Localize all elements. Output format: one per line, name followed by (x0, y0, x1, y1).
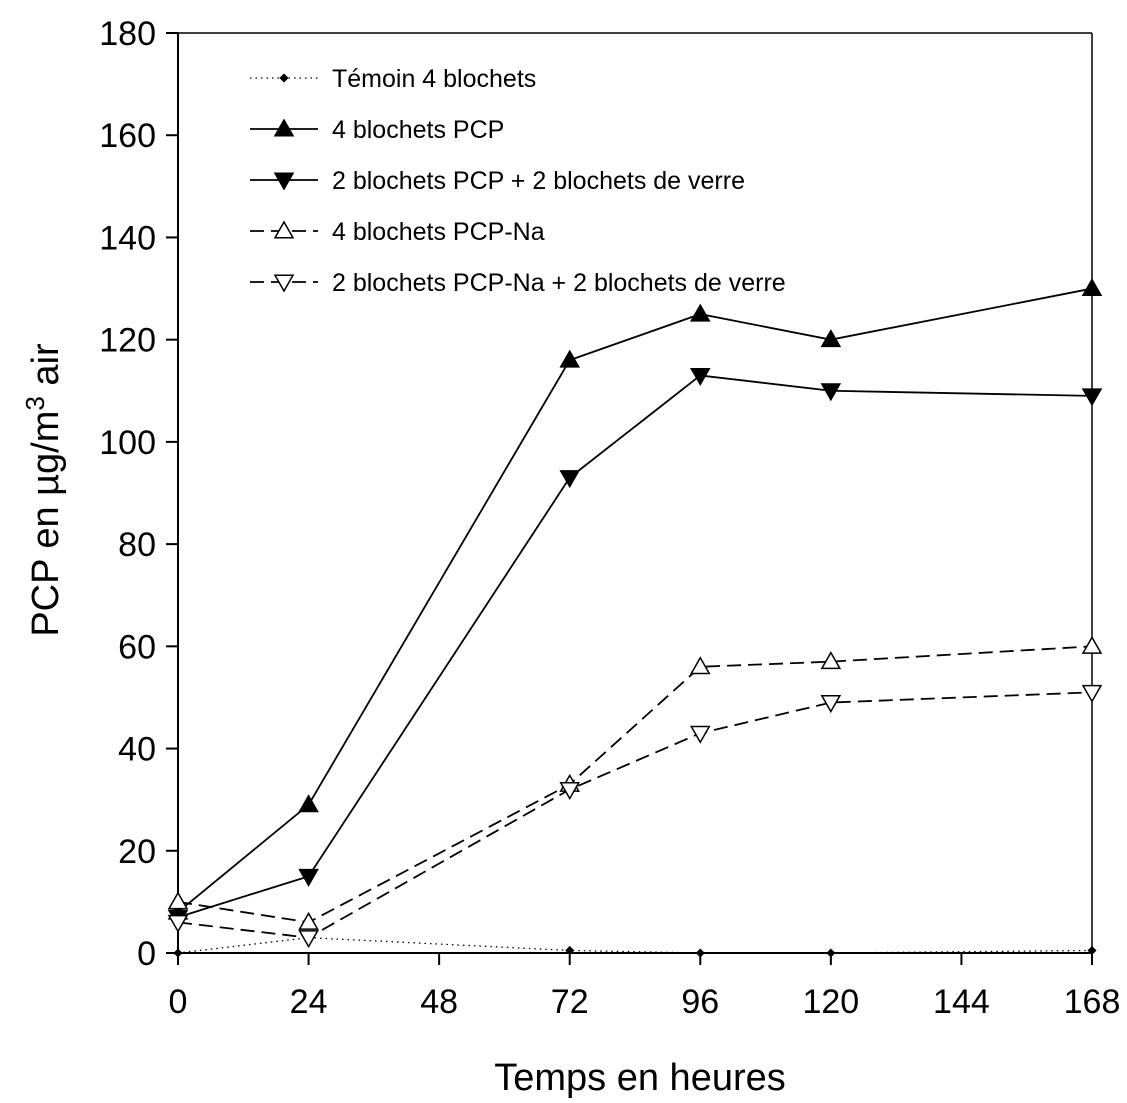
data-point (298, 911, 319, 930)
y-tick-label: 160 (99, 117, 156, 155)
legend-label: 2 blochets PCP + 2 blochets de verre (332, 167, 745, 195)
legend-marker (279, 73, 289, 83)
series-line (177, 374, 1093, 919)
data-point (820, 383, 842, 402)
data-point (1081, 278, 1103, 297)
data-point (695, 948, 705, 958)
x-tick-label: 144 (933, 983, 990, 1021)
data-point (1081, 635, 1103, 654)
legend-marker (273, 220, 295, 239)
legend-item: 4 blochets PCP-Na (250, 218, 545, 246)
series-5 (167, 684, 1103, 949)
y-axis-title: PCP en µg/m3 air (20, 343, 67, 637)
y-tick-label: 20 (118, 833, 156, 871)
data-point (298, 794, 319, 813)
ticks: 0 20 40 60 80 100 120 140 160 180 0 24 48 72 96 120 144 1… (99, 15, 1120, 1021)
x-tick-label: 48 (420, 983, 458, 1021)
y-tick-label: 60 (118, 628, 156, 666)
legend-label: 2 blochets PCP-Na + 2 blochets de verre (332, 269, 786, 297)
data-point (689, 725, 711, 744)
legend: Témoin 4 blochets 4 blochets PCP 2 blochet… (250, 65, 786, 297)
y-tick-label: 140 (99, 219, 156, 257)
legend-label: Témoin 4 blochets (332, 65, 536, 93)
data-point (820, 695, 842, 714)
axes (177, 32, 1093, 954)
data-point (1081, 388, 1103, 407)
legend-item: Témoin 4 blochets (250, 65, 536, 93)
data-point (173, 948, 183, 958)
y-tick-label: 40 (118, 731, 156, 769)
data-point (1087, 945, 1097, 956)
series-4 (167, 635, 1103, 930)
data-point (689, 656, 711, 675)
y-axis-title-superscript: 3 (20, 396, 50, 410)
x-tick-label: 24 (290, 983, 328, 1021)
legend-marker (273, 118, 295, 137)
series-line (177, 645, 1093, 924)
y-axis-title-suffix: air (25, 343, 67, 396)
legend-item: 4 blochets PCP (250, 116, 504, 144)
series-line (177, 937, 1093, 954)
data-point (298, 930, 319, 949)
y-tick-label: 180 (99, 15, 156, 53)
y-axis-title-main: PCP en µg/m (25, 411, 67, 637)
data-point (167, 914, 189, 933)
y-tick-label: 80 (118, 526, 156, 564)
data-point (1081, 684, 1103, 703)
legend-item: 2 blochets PCP + 2 blochets de verre (250, 167, 745, 195)
series-line (177, 691, 1093, 939)
series-2 (167, 278, 1103, 920)
x-tick-label: 168 (1064, 983, 1121, 1021)
series-layer (167, 278, 1103, 958)
x-tick-label: 0 (169, 983, 188, 1021)
y-tick-label: 100 (99, 424, 156, 462)
data-point (820, 329, 842, 348)
y-tick-label: 120 (99, 322, 156, 360)
data-point (298, 868, 319, 887)
data-point (826, 948, 836, 958)
y-tick-label: 0 (137, 935, 156, 973)
x-axis-title: Temps en heures (494, 1057, 786, 1099)
data-point (689, 303, 711, 322)
data-point (559, 349, 581, 368)
legend-marker (273, 172, 295, 191)
x-tick-label: 72 (551, 983, 589, 1021)
legend-marker (273, 274, 295, 293)
legend-item: 2 blochets PCP-Na + 2 blochets de verre (250, 269, 786, 297)
legend-label: 4 blochets PCP-Na (332, 218, 545, 246)
x-tick-label: 96 (681, 983, 719, 1021)
data-point (689, 367, 711, 386)
x-tick-label: 120 (802, 983, 859, 1021)
data-point (820, 651, 842, 670)
data-point (559, 470, 581, 489)
data-point (565, 945, 575, 956)
series-3 (167, 367, 1103, 928)
legend-label: 4 blochets PCP (332, 116, 504, 144)
data-point (167, 891, 189, 910)
series-line (177, 287, 1093, 913)
data-point (559, 781, 581, 800)
